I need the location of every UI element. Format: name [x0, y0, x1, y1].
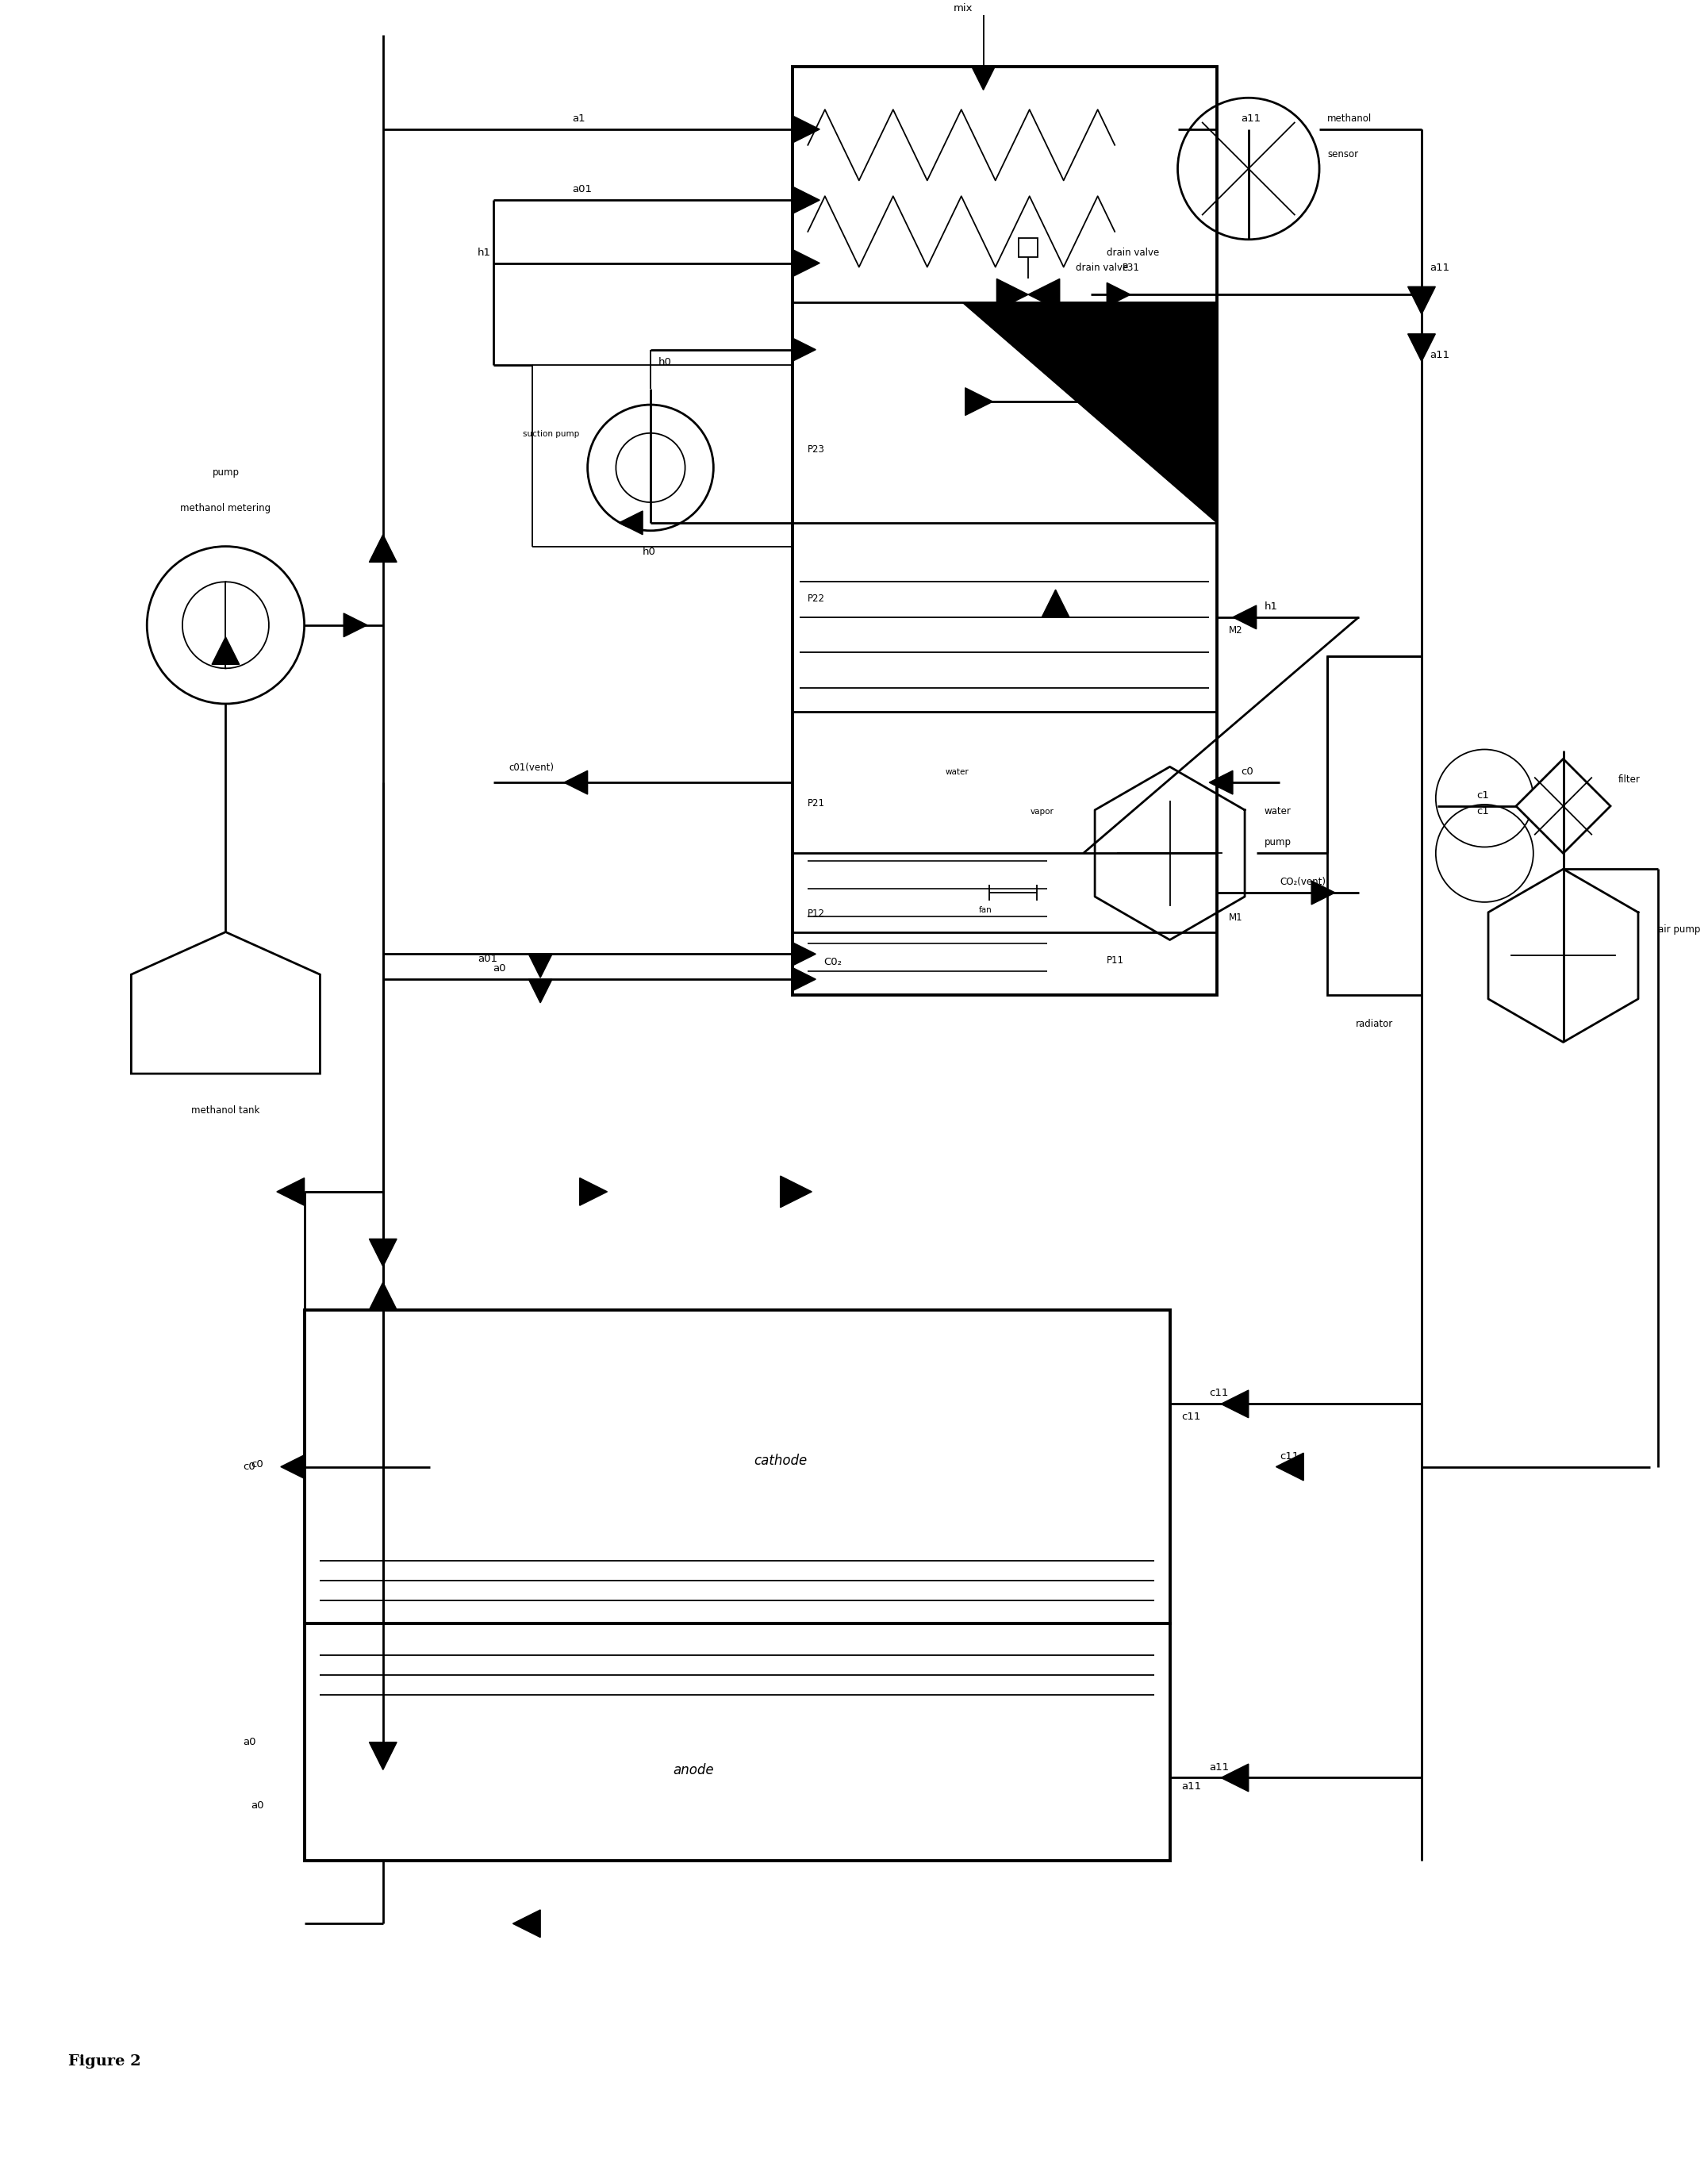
Bar — [1018, 238, 1038, 257]
Text: c11: c11 — [1279, 1451, 1300, 1462]
Text: vapor: vapor — [1030, 807, 1054, 815]
Polygon shape — [1028, 279, 1059, 309]
Text: mix: mix — [953, 4, 974, 13]
Text: water: water — [1264, 807, 1291, 815]
Bar — [793, 67, 1218, 995]
Polygon shape — [369, 1741, 396, 1769]
Text: a11: a11 — [1430, 264, 1450, 273]
Text: P31: P31 — [1122, 264, 1139, 273]
Polygon shape — [1221, 1765, 1249, 1791]
Text: h0: h0 — [642, 547, 656, 556]
Text: pump: pump — [1264, 837, 1291, 848]
Polygon shape — [618, 510, 642, 534]
Polygon shape — [1209, 770, 1233, 794]
Text: pump: pump — [212, 467, 239, 478]
Polygon shape — [962, 303, 1218, 523]
Polygon shape — [1233, 606, 1257, 629]
Polygon shape — [280, 1456, 304, 1479]
Text: drain valve: drain valve — [1076, 264, 1127, 273]
Text: suction pump: suction pump — [523, 430, 579, 437]
Text: c01(vent): c01(vent) — [509, 764, 553, 772]
Text: a01: a01 — [478, 954, 497, 965]
Bar — [304, 1311, 1170, 1624]
Text: a11: a11 — [1430, 350, 1450, 359]
Text: P12: P12 — [808, 908, 825, 919]
Polygon shape — [781, 1177, 811, 1207]
Polygon shape — [369, 1283, 396, 1311]
Text: a11: a11 — [1182, 1782, 1201, 1791]
Text: anode: anode — [673, 1763, 714, 1778]
Text: a01: a01 — [572, 184, 591, 195]
Text: methanol metering: methanol metering — [181, 504, 272, 513]
Text: h0: h0 — [658, 357, 671, 368]
Text: radiator: radiator — [1356, 1019, 1394, 1030]
Polygon shape — [343, 614, 367, 636]
Polygon shape — [212, 636, 239, 664]
Polygon shape — [793, 943, 816, 967]
Text: drain valve: drain valve — [1107, 247, 1160, 257]
Polygon shape — [1407, 333, 1435, 361]
Text: P11: P11 — [1107, 956, 1124, 967]
Polygon shape — [369, 534, 396, 562]
Text: Figure 2: Figure 2 — [68, 2055, 142, 2068]
Polygon shape — [1042, 590, 1069, 616]
Text: methanol: methanol — [1327, 112, 1372, 123]
Polygon shape — [369, 1239, 396, 1268]
Polygon shape — [1107, 283, 1131, 307]
Polygon shape — [1276, 1454, 1303, 1479]
Polygon shape — [277, 1179, 304, 1205]
Polygon shape — [528, 980, 552, 1004]
Text: a0: a0 — [243, 1737, 256, 1748]
Text: c0: c0 — [251, 1458, 263, 1469]
Text: h1: h1 — [1264, 601, 1278, 612]
Text: CO₂(vent): CO₂(vent) — [1279, 876, 1325, 887]
Polygon shape — [1312, 880, 1336, 904]
Text: P22: P22 — [808, 593, 825, 603]
Text: c1: c1 — [1477, 789, 1489, 800]
Text: a0: a0 — [251, 1800, 263, 1810]
Polygon shape — [1407, 288, 1435, 314]
Polygon shape — [793, 337, 816, 361]
Polygon shape — [793, 249, 820, 277]
Polygon shape — [793, 967, 816, 991]
Text: water: water — [945, 768, 968, 777]
Bar — [1327, 658, 1421, 995]
Text: M1: M1 — [1228, 913, 1243, 924]
Text: P23: P23 — [808, 443, 825, 454]
Polygon shape — [1221, 1391, 1249, 1417]
Text: c11: c11 — [1182, 1412, 1201, 1421]
Text: air pump: air pump — [1658, 924, 1699, 934]
Text: sensor: sensor — [1327, 149, 1358, 160]
Text: cathode: cathode — [753, 1454, 806, 1469]
Text: a1: a1 — [572, 112, 586, 123]
Text: filter: filter — [1617, 774, 1640, 785]
Polygon shape — [997, 279, 1028, 309]
Text: c0: c0 — [1240, 766, 1254, 777]
Polygon shape — [793, 186, 820, 214]
Text: a11: a11 — [1209, 1763, 1230, 1771]
Text: c1: c1 — [1477, 807, 1489, 815]
Polygon shape — [564, 770, 588, 794]
Text: c11: c11 — [1209, 1389, 1228, 1399]
Polygon shape — [972, 67, 996, 91]
Text: a0: a0 — [494, 963, 506, 973]
Text: h1: h1 — [478, 247, 490, 257]
Text: c0: c0 — [243, 1462, 256, 1471]
Polygon shape — [965, 387, 992, 415]
Text: P21: P21 — [808, 798, 825, 809]
Text: fan: fan — [979, 906, 992, 915]
Text: a11: a11 — [1240, 112, 1261, 123]
Polygon shape — [793, 115, 820, 143]
Polygon shape — [512, 1910, 540, 1938]
Text: C0₂: C0₂ — [823, 956, 842, 967]
Bar — [304, 1624, 1170, 1860]
Polygon shape — [1517, 759, 1611, 854]
Text: methanol tank: methanol tank — [191, 1105, 260, 1116]
Polygon shape — [528, 954, 552, 978]
Text: M2: M2 — [1228, 625, 1243, 636]
Polygon shape — [579, 1179, 608, 1205]
